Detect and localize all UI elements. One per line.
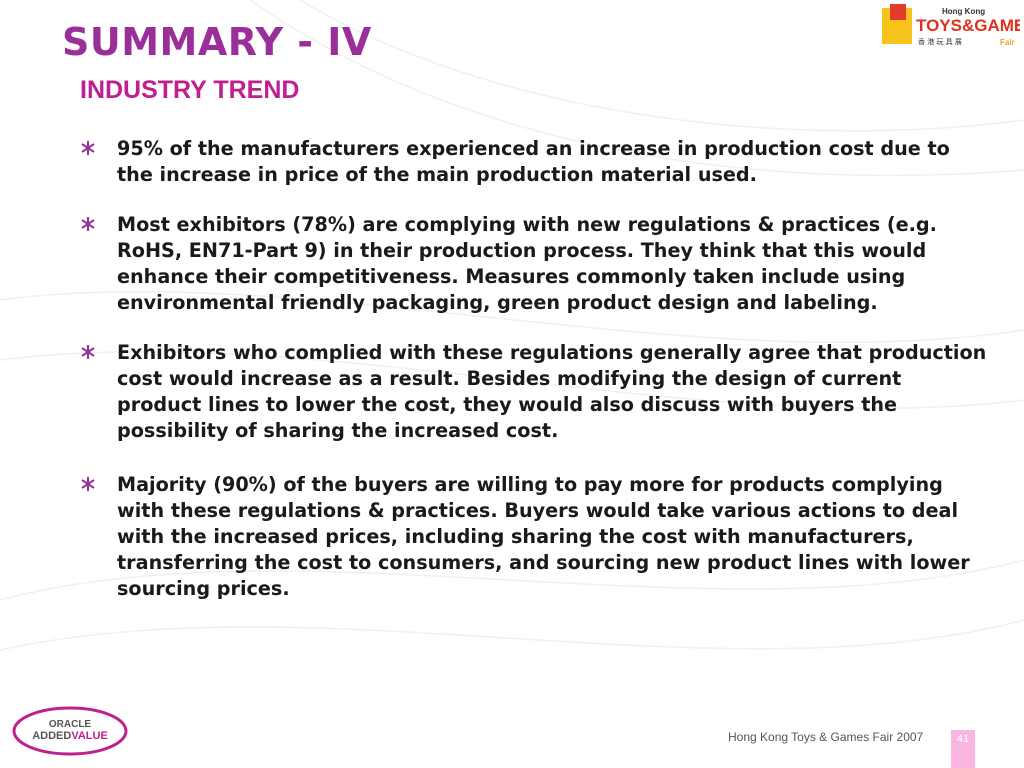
fair-logo: Hong Kong TOYS&GAMES 香 港 玩 具 展 Fair: [882, 4, 1020, 47]
oracle-logo: ORACLE ADDEDVALUE: [12, 706, 128, 756]
logo-text: ADDEDVALUE: [32, 730, 108, 742]
logo-text: Fair: [1000, 38, 1015, 47]
bullet-item: Exhibitors who complied with these regul…: [81, 340, 987, 444]
bullet-item: Most exhibitors (78%) are complying with…: [81, 212, 987, 316]
logo-block: [890, 4, 906, 20]
logo-text: TOYS&GAMES: [916, 16, 1020, 35]
bullet-text: Majority (90%) of the buyers are willing…: [117, 473, 970, 600]
footer: Hong Kong Toys & Games Fair 2007: [728, 730, 924, 744]
bullet-text: Most exhibitors (78%) are complying with…: [117, 213, 937, 314]
bullet-item: Majority (90%) of the buyers are willing…: [81, 472, 987, 602]
bullet-star: [81, 217, 95, 231]
logo-text: Hong Kong: [942, 7, 985, 16]
bullet-text: Exhibitors who complied with these regul…: [117, 341, 987, 442]
bullet-text: 95% of the manufacturers experienced an …: [117, 137, 950, 186]
logo-text: ORACLE: [49, 719, 92, 730]
bullet-list: 95% of the manufacturers experienced an …: [81, 136, 987, 626]
logo-text: 香 港 玩 具 展: [918, 37, 962, 46]
logo-ring: [12, 706, 128, 756]
bullet-star: [81, 345, 95, 359]
bullet-star: [81, 477, 95, 491]
page-number: 41: [951, 730, 975, 768]
logo-text: VALUE: [71, 730, 107, 742]
bullet-star: [81, 141, 95, 155]
subtitle: INDUSTRY TREND: [80, 76, 300, 104]
bullet-item: 95% of the manufacturers experienced an …: [81, 136, 987, 188]
logo-text: ADDED: [32, 730, 71, 742]
title: SUMMARY - IV: [62, 20, 372, 64]
